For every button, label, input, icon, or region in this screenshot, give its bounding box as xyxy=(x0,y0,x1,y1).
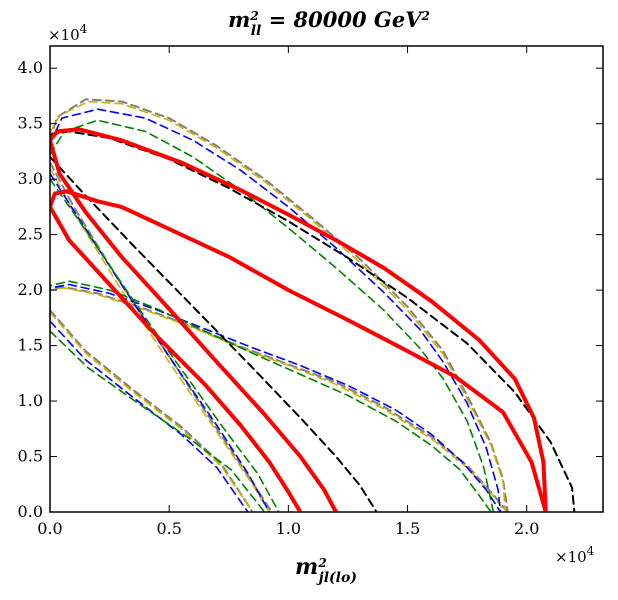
y-offset-label: ×104 xyxy=(48,22,88,44)
series-3-lower-line xyxy=(50,178,280,512)
series-3-outer-line xyxy=(50,119,495,512)
y-tick-label: 1.5 xyxy=(18,336,43,355)
title-rest: = 80000 GeV xyxy=(261,7,424,32)
plot-area: 0.0 0.5 1.0 1.5 2.0 0.0 0.5 1.0 1.5 2.0 2.5 3.0 3.5 4… xyxy=(18,45,604,538)
plot-frame xyxy=(49,45,604,513)
y-tick-label: 0.5 xyxy=(18,447,43,466)
y-offset-exp: 4 xyxy=(80,22,88,36)
x-offset-label: ×104 xyxy=(555,544,595,566)
series-3-inner-line xyxy=(50,280,492,512)
y-tick-label: 0.0 xyxy=(18,502,43,521)
title-unit-sup: 2 xyxy=(421,9,430,23)
series-1-lower2-line xyxy=(50,311,254,512)
ticks-group: 0.0 0.5 1.0 1.5 2.0 0.0 0.5 1.0 1.5 2.0 2.5 3.0 3.5 4… xyxy=(18,46,603,538)
curves-group xyxy=(50,98,576,512)
series-4-lower-line xyxy=(50,156,378,512)
x-offset-exp: 4 xyxy=(587,544,595,558)
x-tick-label: 0.5 xyxy=(156,519,181,538)
title-m: m xyxy=(228,7,250,32)
series-2-lower-line xyxy=(50,172,271,512)
series-1-lower-line xyxy=(50,167,271,512)
xlabel-m: m xyxy=(295,554,318,580)
series-2-lower2-line xyxy=(50,320,249,512)
y-tick-label: 1.0 xyxy=(18,391,43,410)
title-sup: 2 xyxy=(249,9,258,23)
series-0-lower2-line xyxy=(50,309,254,512)
series-5-inner-line xyxy=(50,189,548,512)
y-tick-label: 3.0 xyxy=(18,169,43,188)
y-offset-base: ×10 xyxy=(48,26,80,44)
series-2-inner-line xyxy=(50,283,502,512)
series-4-outer-line xyxy=(50,130,576,512)
y-tick-label: 4.0 xyxy=(18,58,43,77)
y-tick-label: 2.5 xyxy=(18,225,43,244)
x-axis-label: m2 jl(lo) xyxy=(295,554,357,586)
series-0-outer-line xyxy=(50,98,509,512)
x-offset-base: ×10 xyxy=(555,548,587,566)
y-tick-label: 2.0 xyxy=(18,280,43,299)
y-tick-label: 3.5 xyxy=(18,114,43,133)
xlabel-sup: 2 xyxy=(317,556,326,570)
series-1-inner-line xyxy=(50,287,507,512)
series-5-lower2-line xyxy=(50,204,303,512)
series-5-lower-line xyxy=(50,138,338,512)
xlabel-sub: jl(lo) xyxy=(316,570,357,586)
series-5-outer-line xyxy=(50,127,548,512)
x-tick-label: 1.5 xyxy=(395,519,420,538)
x-tick-label: 1.0 xyxy=(276,519,301,538)
series-0-lower-line xyxy=(50,161,273,512)
x-tick-label: 0.0 xyxy=(37,519,62,538)
series-3-lower2-line xyxy=(50,330,266,512)
chart-title: m2 ll = 80000 GeV2 xyxy=(228,7,430,39)
series-2-outer-line xyxy=(50,108,502,512)
title-sub: ll xyxy=(251,23,262,39)
x-tick-label: 2.0 xyxy=(514,519,539,538)
